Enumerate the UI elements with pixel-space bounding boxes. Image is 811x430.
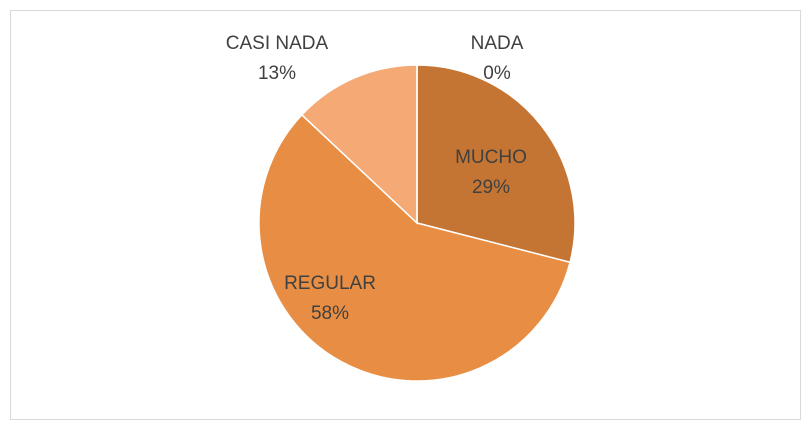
slice-value-label: 13% [258,63,296,84]
slice-category-label: NADA [471,33,524,54]
slice-category-label: CASI NADA [226,33,329,54]
pie-slice [300,64,418,225]
slice-value-label: 0% [483,63,511,84]
slice-value-label: 58% [311,303,349,324]
pie-slice [416,64,576,264]
pie-slice [258,113,571,382]
slice-category-label: MUCHO [455,147,527,168]
slice-value-label: 29% [472,177,510,198]
slice-category-label: REGULAR [284,273,376,294]
